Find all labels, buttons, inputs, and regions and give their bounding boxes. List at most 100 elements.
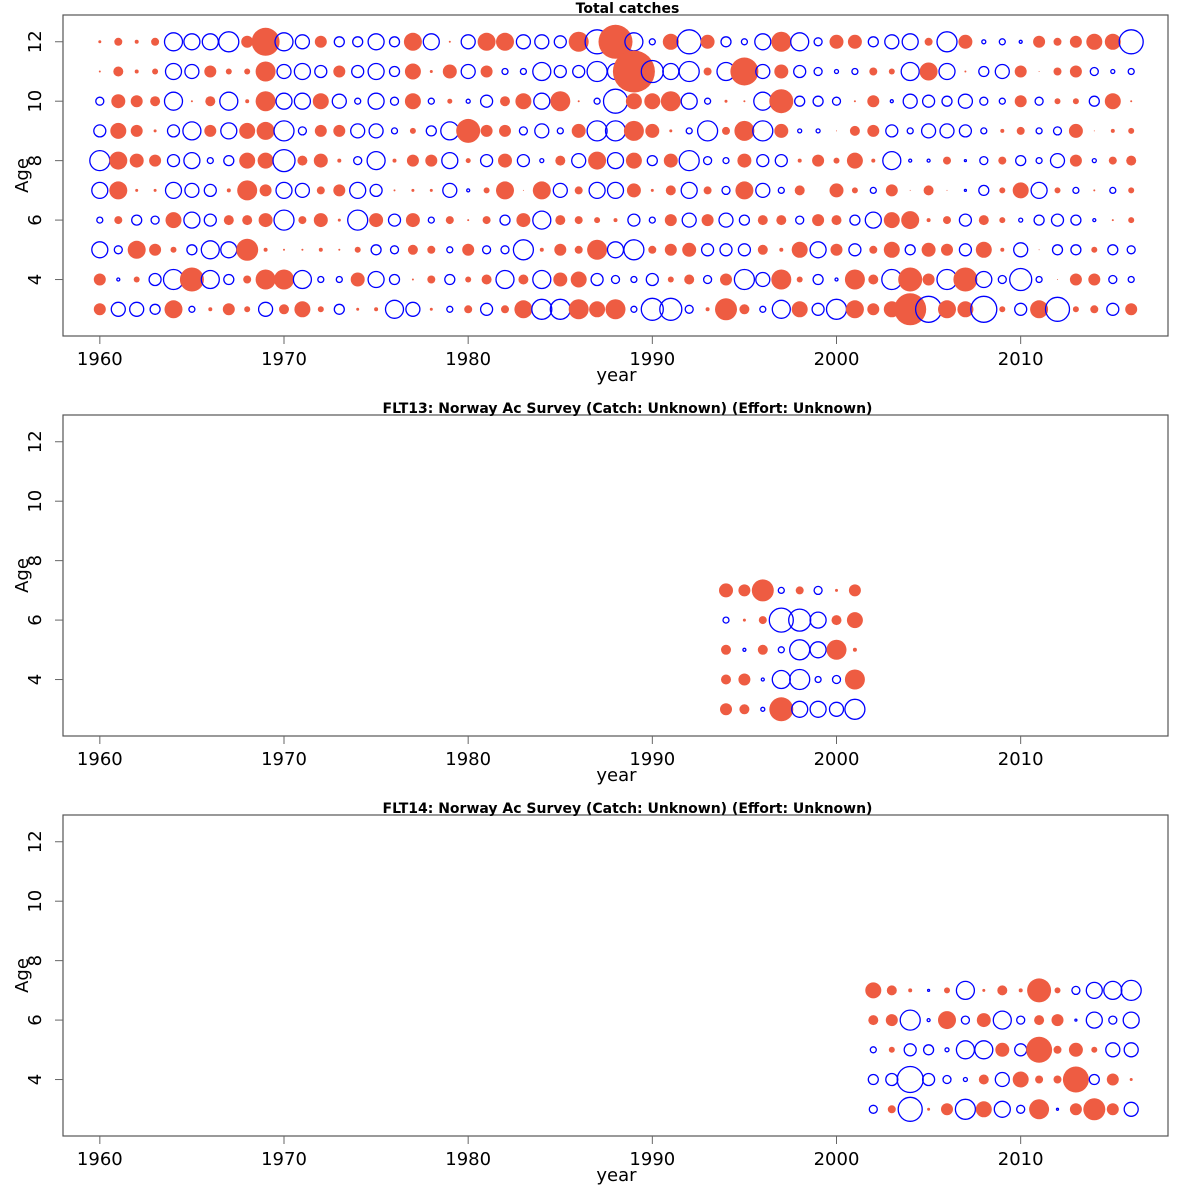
panel-2: FLT13: Norway Ac Survey (Catch: Unknown)… xyxy=(12,401,1169,786)
bubble-positive xyxy=(997,985,1008,996)
bubble-positive xyxy=(151,37,160,46)
bubble-positive xyxy=(730,57,759,86)
bubble-positive xyxy=(350,272,365,287)
bubble-positive xyxy=(757,215,768,226)
bubble-negative xyxy=(367,62,385,81)
bubble-negative xyxy=(630,275,638,284)
bubble-negative xyxy=(646,154,658,167)
bubble-negative xyxy=(116,277,121,282)
bubble-positive xyxy=(555,215,566,226)
bubble-negative xyxy=(1120,979,1142,1002)
panel-1: Total catches 1960 1970 1980 1990 2000 2010 4 6 8… xyxy=(12,1,1169,386)
bubble-positive xyxy=(938,300,956,319)
bubble-negative xyxy=(1123,1042,1139,1058)
bubble-positive xyxy=(1051,1014,1064,1027)
bubble-negative xyxy=(1070,214,1082,226)
bubble-negative xyxy=(129,301,145,317)
bubble-negative xyxy=(897,1096,923,1122)
bubble-positive xyxy=(98,40,102,44)
bubble-positive xyxy=(613,218,618,223)
bubble-positive xyxy=(301,248,304,251)
bubble-positive xyxy=(705,307,710,312)
bubble-positive xyxy=(337,218,341,222)
bubble-negative xyxy=(460,63,476,80)
bubble-positive xyxy=(1033,35,1046,48)
x-tick-label: 1970 xyxy=(261,749,307,770)
bubble-negative xyxy=(963,188,968,193)
bubble-negative xyxy=(793,64,807,79)
bubble-positive xyxy=(259,184,272,197)
bubble-negative xyxy=(680,92,698,110)
bubble-positive xyxy=(425,154,438,167)
bubble-negative xyxy=(970,295,998,323)
bubble-negative xyxy=(755,182,771,199)
x-tick-label: 1970 xyxy=(261,349,307,370)
bubble-positive xyxy=(114,37,123,46)
bubble-positive xyxy=(134,69,139,74)
bubble-positive xyxy=(1057,279,1058,280)
bubble-negative xyxy=(742,647,747,652)
bubble-positive xyxy=(1106,1103,1119,1116)
bubble-positive xyxy=(833,157,840,164)
bubble-negative xyxy=(936,31,958,53)
bubble-positive xyxy=(901,211,920,230)
bubble-positive xyxy=(318,247,323,252)
bubble-positive xyxy=(223,215,234,226)
bubble-positive xyxy=(448,40,451,43)
bubble-negative xyxy=(941,95,953,107)
bubble-positive xyxy=(514,300,533,319)
bubble-positive xyxy=(1014,95,1027,108)
bubble-negative xyxy=(978,65,990,78)
bubble-negative xyxy=(534,34,550,50)
bubble-positive xyxy=(645,123,660,138)
bubble-negative xyxy=(884,34,900,50)
bubble-positive xyxy=(898,267,923,292)
bubble-positive xyxy=(1091,246,1098,253)
bubble-positive xyxy=(769,89,794,114)
bubble-positive xyxy=(1129,1078,1133,1081)
bubble-positive xyxy=(660,91,681,112)
y-tick-label: 12 xyxy=(25,430,46,453)
bubble-positive xyxy=(919,62,938,81)
bubble-positive xyxy=(1054,98,1061,105)
bubble-positive xyxy=(1027,978,1052,1003)
bubble-negative xyxy=(367,92,385,110)
bubble-negative xyxy=(183,33,201,51)
bubble-positive xyxy=(496,181,514,200)
bubble-positive xyxy=(758,616,767,625)
bubble-positive xyxy=(134,39,139,44)
bubble-negative xyxy=(465,98,471,104)
bubble-positive xyxy=(625,93,642,110)
bubble-positive xyxy=(742,618,746,622)
bubble-positive xyxy=(589,301,606,318)
bubble-positive xyxy=(957,301,974,318)
bubble-negative xyxy=(519,67,528,76)
bubble-negative xyxy=(1034,96,1044,106)
bubble-positive xyxy=(1072,306,1079,313)
bubble-positive xyxy=(848,584,861,597)
bubble-negative xyxy=(809,611,827,629)
bubble-negative xyxy=(1103,980,1123,1001)
bubble-negative xyxy=(733,268,756,291)
bubble-negative xyxy=(446,246,454,254)
bubble-positive xyxy=(1053,1075,1062,1084)
panel-3: FLT14: Norway Ac Survey (Catch: Unknown)… xyxy=(12,801,1169,1186)
bubble-positive xyxy=(1030,300,1049,319)
bubble-positive xyxy=(406,154,419,167)
bubble-positive xyxy=(1086,33,1103,50)
bubble-positive xyxy=(888,1046,895,1053)
bubble-negative xyxy=(96,216,104,224)
bubble-positive xyxy=(831,615,842,626)
bubble-negative xyxy=(789,668,811,691)
bubble-negative xyxy=(718,212,734,228)
bubble-negative xyxy=(921,94,936,108)
panel-title: Total catches xyxy=(576,1,680,17)
bubble-negative xyxy=(896,1065,924,1094)
bubble-negative xyxy=(760,677,765,682)
bubble-negative xyxy=(640,297,664,321)
bubble-positive xyxy=(225,68,232,75)
bubble-negative xyxy=(678,149,700,172)
bubble-positive xyxy=(429,307,433,311)
x-tick-label: 2010 xyxy=(998,749,1044,770)
bubble-negative xyxy=(851,67,859,76)
